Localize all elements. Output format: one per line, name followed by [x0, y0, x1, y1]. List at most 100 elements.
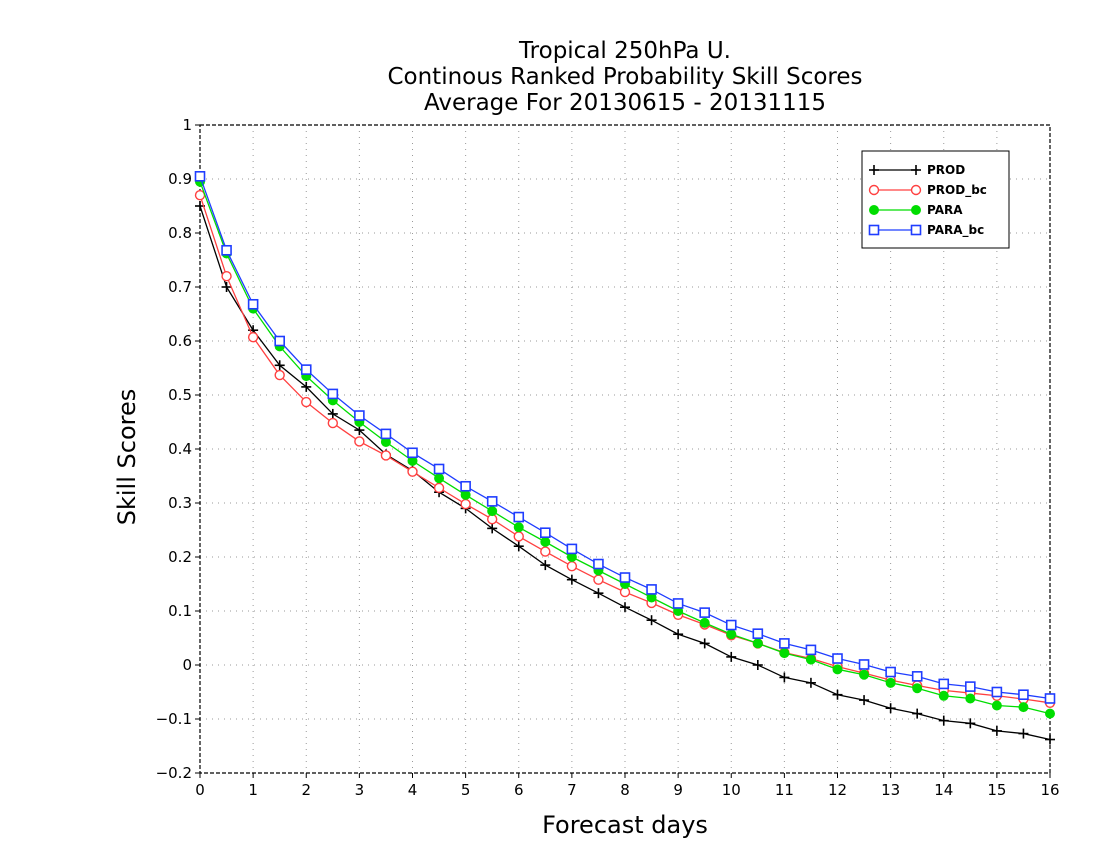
legend-label: PARA [927, 203, 963, 217]
x-tick-label: 9 [673, 781, 683, 799]
data-point-para-bc [699, 607, 710, 618]
legend-label: PARA_bc [927, 223, 984, 238]
axes: −0.2−0.100.10.20.30.40.50.60.70.80.910 1 2… [156, 116, 1060, 799]
data-point-prod [912, 708, 923, 719]
data-point-para-bc [752, 628, 764, 639]
data-point-para-bc [858, 659, 870, 670]
y-tick-label: 0.4 [168, 440, 192, 458]
data-point-para [991, 700, 1002, 711]
data-point-para-bc [274, 335, 285, 347]
y-tick-label: 0.7 [168, 278, 192, 296]
data-point-para [752, 638, 763, 649]
data-point-para-bc [938, 678, 950, 690]
y-tick-label: −0.1 [156, 710, 192, 728]
data-point-para [699, 617, 710, 628]
data-point-prod [859, 695, 870, 706]
data-point-para-bc [247, 298, 259, 310]
legend-marker [910, 224, 922, 236]
data-point-prod-bc [380, 450, 392, 461]
data-point-para-bc [991, 686, 1003, 698]
series [194, 171, 1056, 745]
data-point-para-bc [725, 619, 737, 631]
data-point-prod-bc [566, 560, 578, 572]
data-point-para-bc [672, 598, 684, 609]
data-point-prod [726, 651, 737, 662]
x-tick-label: 14 [934, 781, 953, 799]
data-point-para-bc [354, 410, 365, 421]
legend-item-prod-bc: PROD_bc [868, 183, 987, 198]
data-point-para [434, 473, 445, 484]
x-tick-label: 7 [567, 781, 577, 799]
y-tick-label: 0.3 [168, 494, 192, 512]
x-tick-label: 2 [301, 781, 311, 799]
x-tick-label: 10 [722, 781, 741, 799]
data-point-prod-bc [407, 466, 418, 477]
y-tick-label: 0.9 [168, 170, 192, 188]
data-point-para [726, 629, 737, 640]
y-tick-label: 0.5 [168, 386, 192, 404]
data-point-prod-bc [593, 574, 604, 585]
series-line-para [199, 181, 1051, 715]
legend-box [861, 150, 1010, 249]
y-tick-label: 0 [182, 656, 192, 674]
data-point-para-bc [832, 653, 843, 664]
data-point-para-bc [460, 480, 471, 492]
data-point-prod [699, 638, 710, 649]
data-point-prod [673, 629, 684, 640]
data-point-prod [752, 660, 763, 670]
x-tick-label: 12 [828, 781, 847, 799]
data-point-para-bc [619, 572, 631, 583]
data-point-para [1018, 702, 1029, 713]
data-point-para-bc [965, 681, 976, 692]
data-point-prod [487, 523, 498, 534]
data-point-prod [566, 574, 577, 585]
series-para-bc [194, 171, 1056, 704]
y-tick-label: 0.2 [168, 548, 192, 566]
data-point-para-bc [221, 244, 232, 256]
data-point-para [487, 506, 498, 517]
data-point-para-bc [486, 496, 498, 507]
x-tick-label: 5 [461, 781, 471, 799]
data-point-para-bc [911, 671, 923, 682]
legend-item-para-bc: PARA_bc [868, 223, 984, 238]
legend: PROD PROD_bc PARA PARA_bc [861, 150, 1010, 249]
x-tick-label: 4 [408, 781, 418, 799]
series-para [195, 176, 1055, 719]
data-point-para-bc [566, 543, 578, 555]
data-point-prod-bc [247, 332, 259, 343]
data-point-para-bc [1018, 689, 1029, 701]
legend-marker [869, 165, 879, 175]
y-axis-title: Skill Scores [113, 389, 141, 526]
x-tick-label: 13 [881, 781, 900, 799]
data-point-prod [274, 360, 285, 371]
data-point-prod-bc [460, 498, 471, 510]
data-point-prod [938, 715, 949, 726]
data-point-para-bc [593, 558, 604, 570]
data-point-prod [832, 689, 843, 700]
data-point-prod [885, 703, 896, 714]
data-point-prod [965, 718, 976, 729]
data-point-para-bc [779, 638, 790, 649]
data-point-prod [513, 541, 524, 552]
title-line-1: Tropical 250hPa U. [518, 38, 731, 64]
x-tick-label: 8 [620, 781, 630, 799]
data-point-para-bc [300, 364, 312, 375]
legend-marker [910, 184, 922, 196]
data-point-para-bc [513, 511, 525, 523]
data-point-prod-bc [221, 271, 232, 282]
data-point-para [938, 690, 949, 701]
data-point-para [885, 677, 896, 688]
data-point-prod [1045, 734, 1055, 745]
data-point-para [805, 654, 816, 665]
legend-label: PROD_bc [927, 183, 987, 198]
data-point-para-bc [885, 666, 896, 678]
x-tick-label: 6 [514, 781, 524, 799]
data-point-prod [221, 282, 232, 292]
data-point-para-bc [380, 428, 392, 440]
title-line-3: Average For 20130615 - 20131115 [424, 90, 826, 116]
data-point-prod [805, 677, 816, 688]
title-line-2: Continous Ranked Probability Skill Score… [387, 64, 862, 90]
data-point-para-bc [327, 388, 339, 400]
y-tick-label: −0.2 [156, 764, 192, 782]
data-point-prod [620, 602, 630, 613]
